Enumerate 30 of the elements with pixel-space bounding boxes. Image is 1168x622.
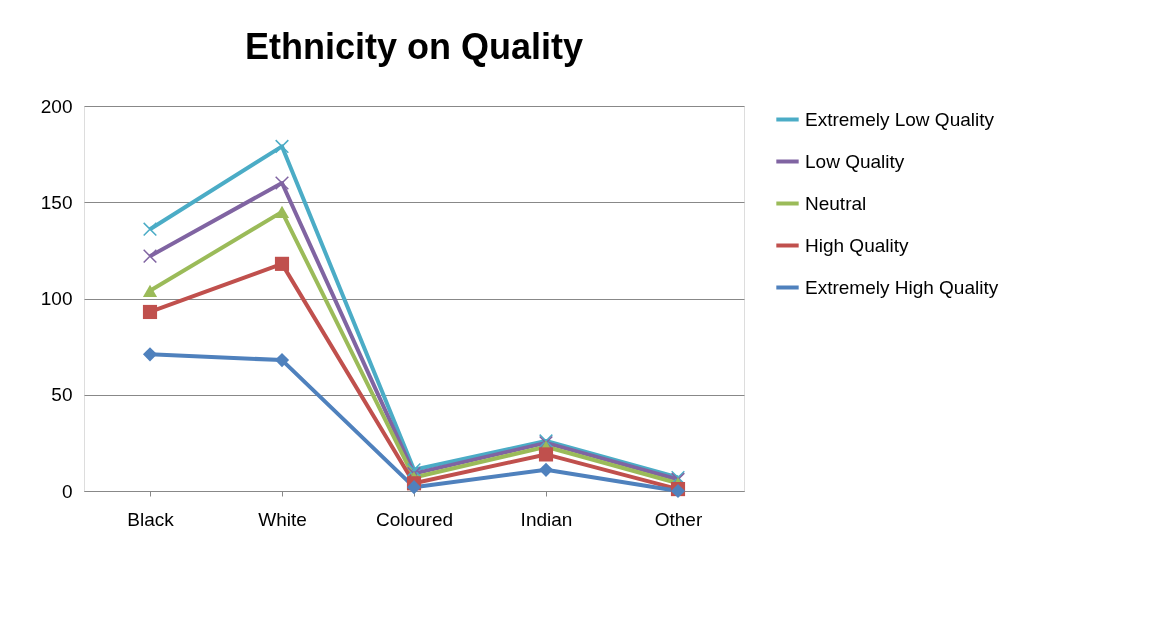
point	[274, 175, 290, 191]
point	[274, 353, 290, 368]
point	[142, 304, 158, 320]
point	[406, 462, 422, 477]
y-tick-label: 100	[40, 288, 73, 309]
point	[274, 139, 290, 154]
y-tick-label: 50	[51, 384, 73, 406]
x-tick-label: Other	[654, 508, 703, 530]
y-tick-label: 150	[40, 191, 73, 213]
legend-label: High Quality	[805, 234, 909, 256]
x-tick-label: Indian	[520, 508, 573, 530]
point	[538, 462, 554, 477]
point	[142, 284, 158, 297]
legend-label: Low Quality	[805, 150, 905, 172]
point	[406, 480, 422, 495]
legend-label: Neutral	[805, 192, 867, 214]
legend-label: Extremely High Quality	[805, 276, 999, 298]
point	[142, 222, 158, 237]
y-tick-label: 200	[40, 95, 73, 117]
x-tick-label: Coloured	[375, 508, 454, 530]
point	[274, 205, 290, 218]
x-tick-label: White	[258, 508, 307, 530]
point	[274, 256, 290, 271]
point	[538, 447, 554, 462]
point	[142, 347, 158, 362]
chart-title: Ethnicity on Quality	[244, 26, 584, 67]
point	[142, 249, 158, 264]
x-tick-label: Black	[127, 508, 175, 530]
legend-label: Extremely Low Quality	[805, 108, 995, 130]
y-tick-label: 0	[61, 480, 73, 502]
